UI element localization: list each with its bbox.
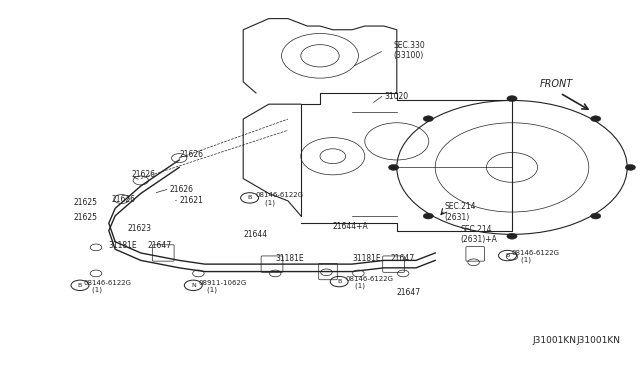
Text: 21644+A: 21644+A (333, 222, 369, 231)
Circle shape (423, 213, 433, 219)
Text: 21626: 21626 (170, 185, 194, 194)
Text: 08146-6122G
    (1): 08146-6122G (1) (256, 192, 304, 206)
Circle shape (423, 116, 433, 122)
Text: 21623: 21623 (128, 224, 152, 233)
Text: J31001KN: J31001KN (576, 336, 620, 345)
Circle shape (388, 164, 399, 170)
Text: 21625: 21625 (74, 213, 98, 222)
Text: 21644: 21644 (243, 230, 268, 239)
Circle shape (625, 164, 636, 170)
Circle shape (591, 116, 601, 122)
Text: B: B (337, 279, 341, 284)
Text: 08146-6122G
    (1): 08146-6122G (1) (346, 276, 394, 289)
Text: SEC.214
(2631): SEC.214 (2631) (445, 202, 476, 222)
Text: 21621: 21621 (179, 196, 203, 205)
Text: B: B (78, 283, 82, 288)
Text: 21626: 21626 (112, 195, 136, 203)
Text: SEC.330
(33100): SEC.330 (33100) (394, 41, 426, 60)
Text: 21626: 21626 (131, 170, 155, 179)
Text: 08146-6122G
    (1): 08146-6122G (1) (512, 250, 560, 263)
Text: 31181E: 31181E (275, 254, 304, 263)
Text: 31020: 31020 (384, 92, 408, 101)
Circle shape (591, 213, 601, 219)
Text: 08911-1062G
    (1): 08911-1062G (1) (198, 280, 246, 293)
Text: FRONT: FRONT (540, 79, 573, 89)
Circle shape (507, 96, 517, 102)
Text: B: B (248, 195, 252, 201)
Text: 21647: 21647 (147, 241, 172, 250)
Circle shape (507, 233, 517, 239)
Text: 31181E: 31181E (352, 254, 381, 263)
Text: 31181E: 31181E (109, 241, 138, 250)
Text: J31001KN: J31001KN (532, 336, 576, 345)
Text: SEC.214
(2631)+A: SEC.214 (2631)+A (461, 225, 498, 244)
Text: 21626: 21626 (179, 150, 204, 159)
Text: 21647: 21647 (397, 288, 421, 296)
Text: B: B (506, 253, 509, 258)
Text: 21625: 21625 (74, 198, 98, 207)
Text: N: N (191, 283, 196, 288)
Text: 21647: 21647 (390, 254, 415, 263)
Text: 08146-6122G
    (1): 08146-6122G (1) (83, 280, 131, 293)
